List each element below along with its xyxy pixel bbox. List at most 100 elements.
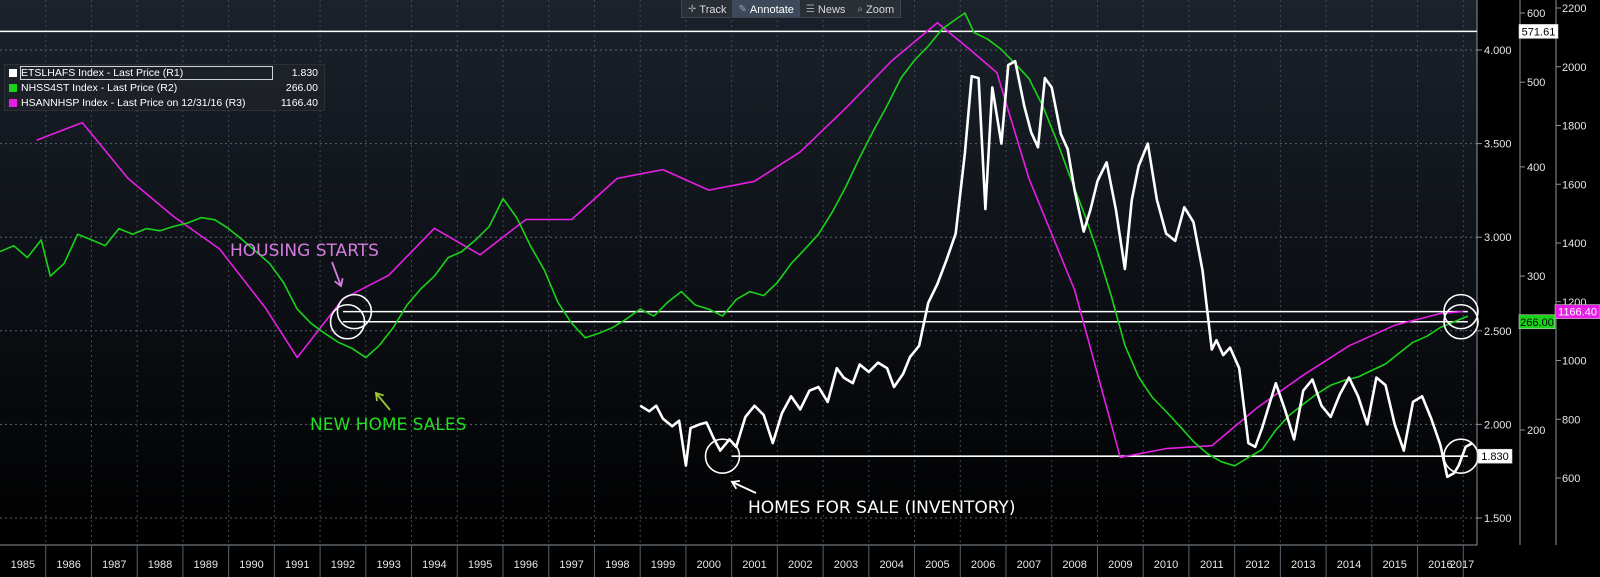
housing-starts-end-circle	[1443, 293, 1479, 330]
r1-tick-label: 2.500	[1484, 326, 1512, 338]
r2-last-tag-text: 266.00	[1520, 317, 1554, 329]
r1-last-tag-box	[1477, 448, 1513, 464]
r3-tick-label: 2000	[1562, 62, 1586, 74]
x-tick-label: 1989	[194, 559, 218, 571]
r2-top-tag: 571.61	[1518, 24, 1559, 39]
legend-item-name: HSANNHSP Index - Last Price on 12/31/16 …	[21, 96, 246, 109]
new-home-sales-end-circle	[1443, 303, 1479, 340]
r3-last-tag: 1166.40	[1554, 304, 1600, 319]
legend-item-value: 1.830	[291, 66, 318, 79]
x-tick-label: 2001	[742, 559, 766, 571]
legend-item-name: NHSS4ST Index - Last Price (R2)	[21, 81, 178, 94]
x-tick-label: 1992	[331, 559, 355, 571]
r3-tick-label: 1800	[1562, 121, 1586, 133]
new-home-sales-arrow-head	[374, 391, 384, 402]
chart-toolbar: ✛ Track ✎ Annotate ☰ News ⌕ Zoom	[681, 0, 902, 18]
homes-for-sale-start-circle	[704, 438, 741, 475]
news-label: News	[817, 3, 846, 16]
housing-starts-arrow-shaft	[331, 261, 342, 287]
r3-last-tag-text: 1166.40	[1558, 307, 1597, 319]
annotate-button[interactable]: ✎ Annotate	[732, 0, 800, 17]
pencil-icon: ✎	[738, 4, 747, 15]
legend-item-hsannhsp[interactable]: HSANNHSP Index - Last Price on 12/31/16 …	[5, 95, 324, 110]
chart-legend[interactable]: ETSLHAFS Index - Last Price (R1) 1.830 N…	[4, 64, 325, 111]
legend-swatch	[9, 83, 17, 92]
r2-top-tag-box	[1518, 24, 1559, 39]
r2-top-tag-text: 571.61	[1522, 26, 1556, 38]
housing-starts-arrow	[331, 261, 344, 288]
legend-item-value: 266.00	[285, 81, 318, 94]
r1-last-tag: 1.830	[1477, 448, 1513, 464]
x-tick-label: 1994	[422, 559, 446, 571]
legend-swatch	[9, 68, 17, 77]
news-button[interactable]: ☰ News	[800, 0, 851, 17]
x-tick-label: 2004	[879, 559, 903, 571]
legend-item-name: ETSLHAFS Index - Last Price (R1)	[20, 65, 273, 80]
x-tick-label: 1985	[11, 559, 35, 571]
r1-last-tag-text: 1.830	[1481, 451, 1509, 463]
r3-tick-label: 1000	[1562, 356, 1586, 368]
r3-tick-label: 2200	[1562, 3, 1586, 15]
zoom-button[interactable]: ⌕ Zoom	[851, 0, 900, 17]
magnifier-icon: ⌕	[857, 4, 864, 15]
x-tick-label: 2008	[1062, 559, 1086, 571]
housing-starts-arrow-head	[334, 277, 344, 288]
r1-tick-label: 4.000	[1484, 45, 1512, 57]
legend-item-value: 1166.40	[280, 96, 318, 109]
x-tick-label: 2005	[925, 559, 949, 571]
new-home-sales-arrow-shaft	[375, 392, 391, 411]
r1-tick-label: 3.000	[1484, 232, 1512, 244]
track-label: Track	[699, 3, 727, 16]
x-tick-label: 2011	[1200, 559, 1224, 571]
x-tick-label: 2017	[1450, 559, 1474, 571]
r3-tick-label: 1400	[1562, 238, 1586, 250]
r2-tick-label: 600	[1527, 8, 1545, 20]
x-tick-label: 2010	[1154, 559, 1178, 571]
r2-last-tag: 266.00	[1518, 314, 1556, 330]
nhss4st-line	[0, 12, 1469, 467]
annotate-label: Annotate	[749, 3, 794, 16]
legend-item-etslhafs[interactable]: ETSLHAFS Index - Last Price (R1) 1.830	[5, 65, 324, 80]
x-tick-label: 1999	[651, 559, 675, 571]
r2-tick-label: 200	[1527, 425, 1545, 437]
r3-tick-label: 800	[1562, 414, 1580, 426]
x-axis-strip	[0, 545, 1600, 577]
r2-tick-label: 400	[1527, 162, 1545, 174]
x-tick-label: 1988	[148, 559, 172, 571]
r3-last-tag-box	[1554, 304, 1600, 319]
x-tick-label: 2015	[1382, 559, 1406, 571]
news-icon: ☰	[805, 4, 815, 15]
x-tick-label: 1998	[605, 559, 629, 571]
x-tick-label: 1993	[376, 559, 400, 571]
x-tick-label: 2002	[788, 559, 812, 571]
x-tick-label: 1986	[56, 559, 80, 571]
new-home-sales-arrow	[374, 391, 391, 411]
x-tick-label: 2007	[1017, 559, 1041, 571]
annotation-new-home-sales: NEW HOME SALES	[310, 415, 467, 435]
zoom-label: Zoom	[866, 3, 895, 16]
x-tick-label: 2006	[971, 559, 995, 571]
etslhafs-line	[639, 59, 1474, 479]
housing-starts-start-circle	[336, 293, 373, 330]
homes-for-sale-arrow	[730, 480, 757, 494]
r2-tick-label: 300	[1527, 271, 1545, 283]
x-tick-label: 1996	[514, 559, 538, 571]
x-tick-label: 2000	[697, 559, 721, 571]
r1-tick-label: 3.500	[1484, 139, 1512, 151]
homes-for-sale-arrow-head	[730, 480, 741, 490]
track-button[interactable]: ✛ Track	[682, 0, 732, 17]
homes-for-sale-arrow-shaft	[731, 481, 757, 494]
x-tick-label: 2009	[1108, 559, 1132, 571]
x-tick-label: 2014	[1337, 559, 1361, 571]
r3-tick-label: 1600	[1562, 179, 1586, 191]
x-tick-label: 2016	[1428, 559, 1452, 571]
x-tick-label: 1987	[102, 559, 126, 571]
x-tick-label: 2013	[1291, 559, 1315, 571]
r3-tick-label: 600	[1562, 473, 1580, 485]
r1-tick-label: 2.000	[1484, 419, 1512, 431]
r2-last-tag-box	[1518, 314, 1556, 330]
x-tick-label: 1997	[559, 559, 583, 571]
legend-item-nhss4st[interactable]: NHSS4ST Index - Last Price (R2) 266.00	[5, 80, 324, 95]
annotation-homes-for-sale: HOMES FOR SALE (INVENTORY)	[748, 498, 1016, 518]
x-tick-label: 2012	[1245, 559, 1269, 571]
